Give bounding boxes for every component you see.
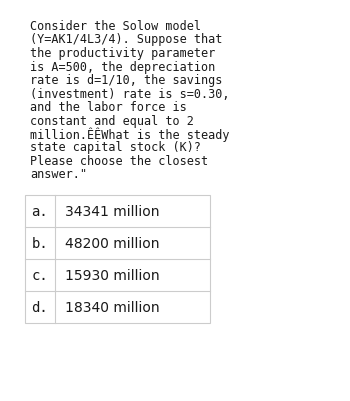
Text: Consider the Solow model: Consider the Solow model: [30, 20, 201, 33]
Text: and the labor force is: and the labor force is: [30, 101, 187, 114]
Text: the productivity parameter: the productivity parameter: [30, 47, 215, 60]
Text: 18340 million: 18340 million: [65, 300, 160, 314]
Text: answer.": answer.": [30, 168, 87, 181]
Text: d.: d.: [32, 300, 48, 314]
Text: Please choose the closest: Please choose the closest: [30, 155, 208, 168]
Text: rate is d=1/10, the savings: rate is d=1/10, the savings: [30, 74, 222, 87]
Text: c.: c.: [32, 268, 48, 282]
Text: constant and equal to 2: constant and equal to 2: [30, 114, 194, 127]
Text: 34341 million: 34341 million: [65, 205, 160, 219]
Text: a.: a.: [32, 205, 48, 219]
Text: 48200 million: 48200 million: [65, 237, 160, 250]
Text: is A=500, the depreciation: is A=500, the depreciation: [30, 60, 215, 73]
Text: (Y=AK1/4L3/4). Suppose that: (Y=AK1/4L3/4). Suppose that: [30, 33, 222, 47]
Text: state capital stock (K)?: state capital stock (K)?: [30, 141, 201, 154]
Text: b.: b.: [32, 237, 48, 250]
Text: (investment) rate is s=0.30,: (investment) rate is s=0.30,: [30, 87, 230, 100]
Text: 15930 million: 15930 million: [65, 268, 160, 282]
Bar: [25, 196, 210, 323]
Text: million.ÊÊWhat is the steady: million.ÊÊWhat is the steady: [30, 128, 230, 142]
